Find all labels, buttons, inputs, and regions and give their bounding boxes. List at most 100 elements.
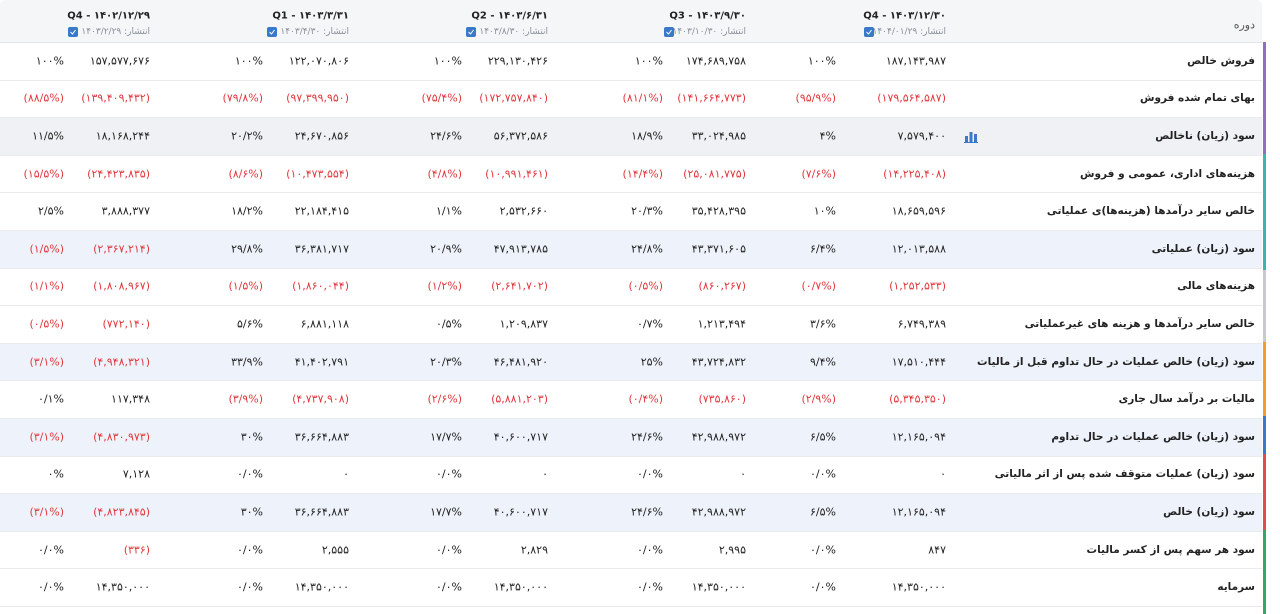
period-title: Q2 - ۱۴۰۳/۶/۳۱	[471, 10, 548, 22]
published-icon	[267, 27, 277, 37]
cell-percent: ۱۸/۲%	[231, 204, 263, 218]
cell-percent: ۱۰۰%	[433, 54, 462, 68]
cell-percent: (۳/۱%)	[29, 505, 64, 519]
cell-percent: (۸۱/۱%)	[622, 91, 663, 105]
cell-value: ۲,۹۹۵	[718, 543, 746, 557]
cell-value: (۷۳۵,۸۶۰)	[698, 392, 746, 406]
cell-percent: (۸۸/۵%)	[23, 91, 64, 105]
row-label: سود (زیان) عملیاتی	[1151, 242, 1255, 255]
table-row	[0, 42, 1262, 81]
cell-percent: ۱۰۰%	[234, 54, 263, 68]
cell-percent: ۰/۰%	[637, 580, 663, 594]
table-row	[0, 305, 1262, 344]
cell-percent: (۱۴/۴%)	[622, 167, 663, 181]
cell-percent: ۰/۰%	[810, 543, 836, 557]
cell-value: (۱۳۹,۴۰۹,۴۳۲)	[81, 91, 150, 105]
cell-percent: (۱/۵%)	[228, 279, 263, 293]
cell-percent: (۷۹/۸%)	[222, 91, 263, 105]
cell-percent: ۴%	[819, 129, 836, 143]
cell-value: ۰	[940, 467, 946, 481]
cell-percent: ۲۴/۸%	[631, 242, 663, 256]
row-label: سود هر سهم پس از کسر مالیات	[1086, 543, 1255, 556]
cell-percent: ۳۳/۹%	[231, 355, 263, 369]
cell-percent: ۲۰/۳%	[631, 204, 663, 218]
cell-percent: (۰/۴%)	[628, 392, 663, 406]
cell-value: (۱,۲۵۲,۵۳۳)	[889, 279, 946, 293]
published-icon	[68, 27, 78, 37]
accent	[1263, 42, 1266, 154]
header-label: دوره	[1233, 18, 1255, 32]
table-row	[0, 342, 1262, 382]
cell-value: (۴,۷۳۷,۹۰۸)	[292, 392, 349, 406]
published-icon	[466, 27, 476, 37]
accent	[1263, 270, 1266, 342]
chart-icon[interactable]	[963, 128, 979, 144]
cell-percent: ۲۴/۶%	[430, 129, 462, 143]
cell-value: ۷,۵۷۹,۴۰۰	[897, 129, 946, 143]
cell-percent: ۱۷/۷%	[430, 430, 462, 444]
row-label: فروش خالص	[1187, 54, 1255, 67]
period-published: انتشار: ۱۴۰۳/۴/۳۰	[280, 27, 349, 37]
cell-value: ۶,۷۴۹,۳۸۹	[897, 317, 946, 331]
cell-value: ۰	[740, 467, 746, 481]
row-label: بهای تمام شده فروش	[1139, 92, 1255, 105]
row-label: سرمایه	[1217, 581, 1255, 594]
cell-percent: (۷۵/۴%)	[421, 91, 462, 105]
cell-percent: ۰/۰%	[38, 543, 64, 557]
cell-value: ۴۰,۶۰۰,۷۱۷	[493, 505, 548, 519]
cell-value: ۲۴,۶۷۰,۸۵۶	[294, 129, 349, 143]
cell-value: (۴,۸۲۳,۸۴۵)	[93, 505, 150, 519]
cell-value: ۱,۲۱۳,۴۹۴	[697, 317, 746, 331]
accent	[1263, 454, 1266, 530]
table-row	[0, 117, 1262, 156]
cell-value: ۰	[542, 467, 548, 481]
cell-value: ۶,۸۸۱,۱۱۸	[300, 317, 349, 331]
cell-percent: ۶/۵%	[810, 505, 836, 519]
cell-percent: ۰/۵%	[436, 317, 462, 331]
cell-percent: (۰/۵%)	[29, 317, 64, 331]
cell-value: ۳۶,۶۶۴,۸۸۳	[294, 430, 349, 444]
cell-percent: (۱۵/۵%)	[23, 167, 64, 181]
cell-percent: ۱۰%	[813, 204, 836, 218]
row-label: هزینه‌های مالی	[1177, 280, 1255, 293]
cell-value: ۱۲,۱۶۵,۰۹۴	[891, 430, 946, 444]
table-row	[0, 380, 1262, 419]
period-title: Q4 - ۱۴۰۲/۱۲/۲۹	[67, 10, 150, 22]
cell-percent: ۰/۰%	[810, 580, 836, 594]
period-published: انتشار: ۱۴۰۳/۸/۳۰	[479, 27, 548, 37]
table-row	[0, 267, 1262, 307]
cell-value: (۵,۸۸۱,۲۰۳)	[491, 392, 548, 406]
row-label: سود (زیان) ناخالص	[1155, 130, 1255, 142]
cell-percent: ۳۰%	[240, 505, 263, 519]
cell-value: ۱۴,۳۵۰,۰۰۰	[294, 580, 349, 594]
period-title: Q4 - ۱۴۰۳/۱۲/۳۰	[863, 10, 946, 22]
table-row	[0, 154, 1262, 194]
cell-value: (۱۴۱,۶۶۴,۷۷۳)	[677, 91, 746, 105]
cell-value: (۲۴,۴۲۳,۸۳۵)	[87, 167, 150, 181]
cell-value: (۱,۸۶۰,۰۴۴)	[292, 279, 349, 293]
cell-value: ۱۷۴,۶۸۹,۷۵۸	[685, 54, 746, 68]
cell-percent: ۰/۰%	[237, 467, 263, 481]
cell-percent: ۳۰%	[240, 430, 263, 444]
row-label: سود (زیان) خالص عملیات در حال تداوم قبل …	[977, 355, 1255, 368]
cell-value: ۱۷,۵۱۰,۴۴۴	[891, 355, 946, 369]
cell-value: ۳۳,۰۲۴,۹۸۵	[691, 129, 746, 143]
cell-value: (۸۶۰,۲۶۷)	[698, 279, 746, 293]
cell-percent: ۱۰۰%	[807, 54, 836, 68]
table-row	[0, 230, 1262, 269]
cell-value: ۴۳,۷۲۴,۸۳۲	[691, 355, 746, 369]
published-icon	[864, 27, 874, 37]
cell-value: ۲,۵۵۵	[321, 543, 349, 557]
cell-percent: (۱/۲%)	[427, 279, 462, 293]
period-published: انتشار: ۱۴۰۴/۰۱/۲۹	[872, 27, 946, 37]
cell-value: (۵,۳۴۵,۳۵۰)	[889, 392, 946, 406]
cell-percent: ۶/۴%	[810, 242, 836, 256]
row-label: خالص سایر درآمدها (هزینه‌ها)ی عملیاتی	[1046, 205, 1255, 218]
cell-percent: ۰/۰%	[237, 580, 263, 594]
table-row	[0, 79, 1262, 119]
cell-percent: ۲۰/۹%	[430, 242, 462, 256]
cell-value: ۲,۸۲۹	[520, 543, 548, 557]
cell-percent: ۰/۰%	[436, 467, 462, 481]
cell-value: (۲,۳۶۷,۲۱۴)	[93, 242, 150, 256]
table-row	[0, 192, 1262, 231]
